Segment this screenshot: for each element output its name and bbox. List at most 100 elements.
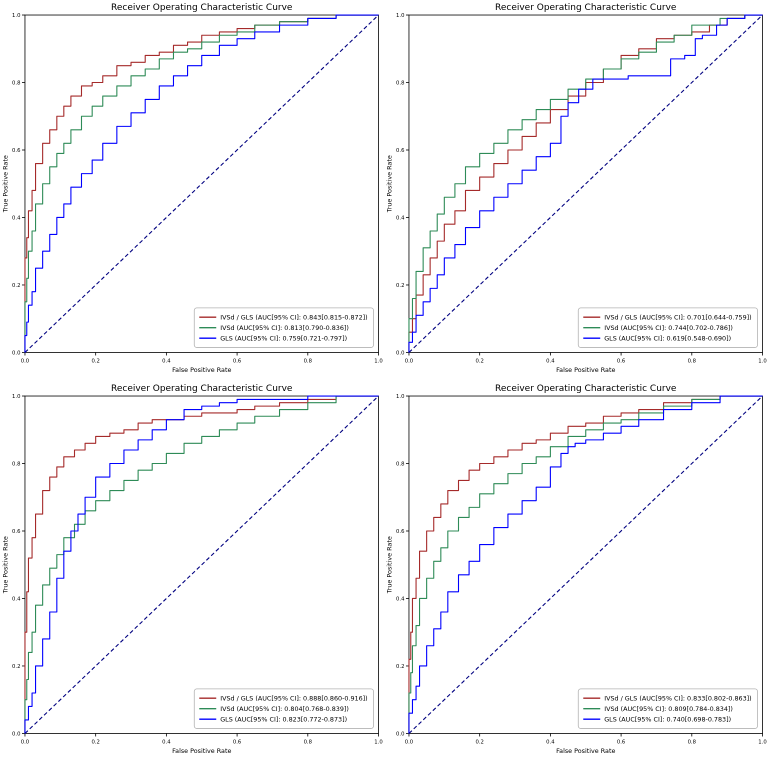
legend-label: IVSd / GLS (AUC[95% CI]: 0.888[0.860-0.9… bbox=[220, 694, 367, 702]
x-axis-label: False Positive Rate bbox=[172, 746, 231, 754]
legend-label: GLS (AUC[95% CI]: 0.740[0.698-0.783]) bbox=[604, 715, 731, 723]
x-tick-label: 0.2 bbox=[91, 739, 99, 745]
legend-label: GLS (AUC[95% CI]: 0.759[0.721-0.797]) bbox=[220, 334, 347, 342]
legend-entry: IVSd (AUC[95% CI]: 0.744[0.702-0.786]) bbox=[582, 324, 733, 332]
roc-curve-ivsd bbox=[24, 394, 379, 733]
x-tick-label: 0.2 bbox=[91, 358, 99, 364]
y-axis-label: True Positive Rate bbox=[385, 536, 393, 594]
x-tick-label: 0.6 bbox=[233, 358, 242, 364]
axis-ticks: 0.0 0.2 0.4 0.6 0.8 1.0 0.0 0.2 0.4 0.6 0.8 1.0 bbox=[12, 13, 383, 365]
roc-curve-gls bbox=[407, 394, 763, 733]
x-tick-label: 0.6 bbox=[616, 358, 625, 364]
chart-title: Receiver Operating Characteristic Curve bbox=[111, 384, 293, 394]
roc-subplot-bottom-right: Receiver Operating Characteristic Curve 0… bbox=[385, 384, 767, 755]
x-tick-label: 0.0 bbox=[404, 358, 413, 364]
x-tick-label: 0.4 bbox=[546, 358, 555, 364]
legend-entry: IVSd / GLS (AUC[95% CI]: 0.833[0.802-0.8… bbox=[582, 694, 751, 702]
y-tick-label: 0.0 bbox=[12, 731, 21, 737]
x-tick-label: 0.8 bbox=[687, 358, 696, 364]
x-tick-label: 0.2 bbox=[475, 739, 483, 745]
legend-label: IVSd (AUC[95% CI]: 0.809[0.784-0.834]) bbox=[604, 704, 733, 712]
chart-title: Receiver Operating Characteristic Curve bbox=[495, 3, 677, 13]
x-tick-label: 0.6 bbox=[616, 739, 625, 745]
y-tick-label: 0.2 bbox=[12, 663, 20, 669]
x-axis-label: False Positive Rate bbox=[556, 366, 615, 374]
legend-label: IVSd (AUC[95% CI]: 0.804[0.768-0.839]) bbox=[220, 704, 349, 712]
y-tick-label: 0.2 bbox=[396, 663, 404, 669]
legend-entry: IVSd (AUC[95% CI]: 0.813[0.790-0.836]) bbox=[199, 324, 349, 332]
axes-frame bbox=[408, 14, 763, 353]
x-tick-label: 0.2 bbox=[475, 358, 483, 364]
y-tick-label: 1.0 bbox=[396, 13, 405, 19]
x-tick-label: 0.6 bbox=[233, 739, 242, 745]
legend-entry: IVSd / GLS (AUC[95% CI]: 0.888[0.860-0.9… bbox=[199, 694, 368, 702]
legend-label: IVSd / GLS (AUC[95% CI]: 0.843[0.815-0.8… bbox=[220, 313, 367, 321]
axis-ticks: 0.0 0.2 0.4 0.6 0.8 1.0 0.0 0.2 0.4 0.6 0.8 1.0 bbox=[396, 13, 767, 365]
y-tick-label: 0.4 bbox=[396, 596, 405, 602]
legend-entry: GLS (AUC[95% CI]: 0.823[0.772-0.873]) bbox=[199, 715, 347, 723]
axis-ticks: 0.0 0.2 0.4 0.6 0.8 1.0 0.0 0.2 0.4 0.6 0.8 1.0 bbox=[396, 393, 767, 745]
legend: IVSd / GLS (AUC[95% CI]: 0.843[0.815-0.8… bbox=[193, 307, 374, 348]
y-axis-label: True Positive Rate bbox=[1, 536, 9, 594]
legend-box bbox=[577, 307, 758, 348]
x-tick-label: 0.0 bbox=[404, 739, 413, 745]
roc-curve-ivsd-gls bbox=[407, 394, 763, 733]
y-tick-label: 0.8 bbox=[12, 461, 21, 467]
roc-curve-ivsd bbox=[407, 14, 763, 353]
x-tick-label: 1.0 bbox=[374, 739, 383, 745]
y-tick-label: 1.0 bbox=[12, 13, 21, 19]
legend: IVSd / GLS (AUC[95% CI]: 0.701[0.644-0.7… bbox=[577, 307, 758, 348]
y-tick-label: 0.8 bbox=[12, 80, 21, 86]
legend-entry: GLS (AUC[95% CI]: 0.759[0.721-0.797]) bbox=[199, 334, 347, 342]
roc-curve-gls bbox=[24, 14, 379, 353]
y-tick-label: 0.0 bbox=[396, 350, 405, 356]
legend-label: IVSd / GLS (AUC[95% CI]: 0.701[0.644-0.7… bbox=[604, 313, 751, 321]
y-tick-label: 0.6 bbox=[12, 148, 21, 154]
legend-box bbox=[193, 307, 374, 348]
y-tick-label: 0.6 bbox=[12, 528, 21, 534]
roc-curve-gls bbox=[24, 394, 379, 733]
y-tick-label: 1.0 bbox=[12, 393, 21, 399]
chance-diagonal-line bbox=[408, 395, 763, 734]
roc-subplot-top-left: Receiver Operating Characteristic Curve0… bbox=[1, 3, 383, 374]
y-tick-label: 0.2 bbox=[12, 283, 20, 289]
y-tick-label: 0.4 bbox=[12, 215, 21, 221]
roc-subplot-top-right: Receiver Operating Characteristic Curve 0… bbox=[385, 3, 767, 374]
x-tick-label: 0.4 bbox=[546, 739, 555, 745]
roc-curve-gls bbox=[407, 14, 763, 353]
legend: IVSd / GLS (AUC[95% CI]: 0.888[0.860-0.9… bbox=[193, 688, 374, 729]
legend-entry: GLS (AUC[95% CI]: 0.740[0.698-0.783]) bbox=[582, 715, 731, 723]
legend-label: GLS (AUC[95% CI]: 0.823[0.772-0.873]) bbox=[220, 715, 347, 723]
chart-title: Receiver Operating Characteristic Curve bbox=[495, 384, 677, 394]
x-tick-label: 0.8 bbox=[304, 358, 313, 364]
y-tick-label: 0.8 bbox=[396, 80, 405, 86]
y-tick-label: 0.2 bbox=[396, 283, 404, 289]
roc-curve-ivsd bbox=[24, 14, 379, 353]
legend-entry: IVSd (AUC[95% CI]: 0.809[0.784-0.834]) bbox=[582, 704, 733, 712]
axes-frame bbox=[24, 395, 379, 734]
x-tick-label: 0.4 bbox=[162, 739, 171, 745]
legend-label: IVSd / GLS (AUC[95% CI]: 0.833[0.802-0.8… bbox=[604, 694, 751, 702]
x-tick-label: 1.0 bbox=[374, 358, 383, 364]
chance-diagonal-line bbox=[408, 14, 763, 353]
y-tick-label: 0.0 bbox=[396, 731, 405, 737]
legend-label: IVSd (AUC[95% CI]: 0.744[0.702-0.786]) bbox=[604, 324, 733, 332]
x-axis-label: False Positive Rate bbox=[556, 746, 615, 754]
legend: IVSd / GLS (AUC[95% CI]: 0.833[0.802-0.8… bbox=[577, 688, 758, 729]
y-tick-label: 0.0 bbox=[12, 350, 21, 356]
y-tick-label: 0.6 bbox=[396, 528, 405, 534]
y-tick-label: 0.6 bbox=[396, 148, 405, 154]
chance-diagonal-line bbox=[24, 395, 379, 734]
x-axis-label: False Positive Rate bbox=[172, 366, 231, 374]
roc-curve-ivsd bbox=[407, 394, 763, 733]
legend-entry: IVSd / GLS (AUC[95% CI]: 0.843[0.815-0.8… bbox=[199, 313, 368, 321]
x-tick-label: 0.8 bbox=[304, 739, 313, 745]
x-tick-label: 1.0 bbox=[758, 358, 767, 364]
legend-box bbox=[577, 688, 758, 729]
y-tick-label: 0.4 bbox=[12, 596, 21, 602]
legend-label: GLS (AUC[95% CI]: 0.619[0.548-0.690]) bbox=[604, 334, 731, 342]
roc-curve-ivsd-gls bbox=[24, 14, 379, 353]
x-tick-label: 0.4 bbox=[162, 358, 171, 364]
y-axis-label: True Positive Rate bbox=[1, 155, 9, 213]
